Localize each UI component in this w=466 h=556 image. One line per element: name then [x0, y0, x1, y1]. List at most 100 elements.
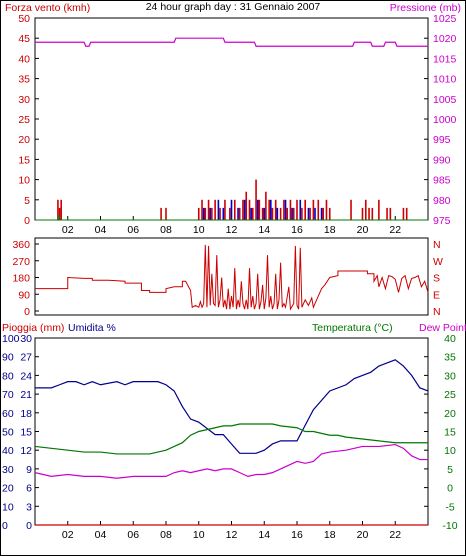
- x-tick-label: 18: [324, 529, 336, 541]
- panel2-series: [35, 244, 429, 311]
- humidity-tick-label: 27: [20, 352, 32, 364]
- x-tick-label: 04: [95, 224, 107, 236]
- humidity-line: [35, 359, 429, 454]
- pressure-tick-label: 995: [433, 134, 451, 146]
- humidity-tick-label: 18: [20, 408, 32, 420]
- pressure-tick-label: 990: [433, 154, 451, 166]
- panel3-series: [34, 359, 429, 526]
- x-tick-label: 16: [291, 529, 303, 541]
- wind-tick-label: 5: [24, 195, 30, 207]
- direction-tick-label: 270: [12, 256, 30, 268]
- x-tick-label: 12: [226, 529, 238, 541]
- pressure-axis-title: Pressione (mb): [390, 2, 461, 14]
- humidity-tick-label: 9: [26, 464, 32, 476]
- pressure-line: [35, 37, 428, 47]
- temperature-tick-label: -5: [445, 501, 454, 513]
- x-tick-label: 18: [324, 224, 336, 236]
- wind-tick-label: 35: [18, 74, 30, 86]
- wind-tick-label: 10: [18, 175, 30, 187]
- x-tick-label: 10: [193, 529, 205, 541]
- temperature-tick-label: 25: [444, 389, 456, 401]
- x-tick-label: 06: [127, 529, 139, 541]
- wind-speed-ticks: 0 5 10 15 20 25 30 35 40 45 50: [18, 13, 39, 227]
- humidity-tick-label: 6: [26, 483, 32, 495]
- rain-tick-label: 40: [2, 445, 14, 457]
- direction-tick-label: 0: [24, 306, 30, 318]
- x-tick-label: 08: [160, 529, 172, 541]
- panel-wind-pressure: [34, 17, 429, 221]
- wind-tick-label: 45: [18, 33, 30, 45]
- humidity-tick-label: 21: [20, 389, 32, 401]
- compass-label: S: [433, 273, 440, 285]
- humidity-tick-label: 0: [26, 520, 32, 532]
- pressure-tick-label: 975: [433, 215, 451, 227]
- humidity-axis-title: Umidita %: [68, 322, 116, 334]
- rain-tick-label: 10: [2, 501, 14, 513]
- wind-tick-label: 0: [24, 215, 30, 227]
- wind-tick-label: 20: [18, 134, 30, 146]
- compass-label: N: [433, 306, 441, 318]
- rain-tick-label: 60: [2, 408, 14, 420]
- rain-tick-label: 0: [2, 520, 8, 532]
- pressure-tick-label: 1025: [433, 13, 457, 25]
- panel-humidity-temperature: [34, 337, 429, 526]
- rain-tick-label: 30: [2, 464, 14, 476]
- pressure-tick-label: 1005: [433, 94, 457, 106]
- dew-point-line: [34, 443, 428, 479]
- pressure-tick-label: 980: [433, 195, 451, 207]
- x-tick-label: 10: [193, 224, 205, 236]
- x-tick-label: 16: [291, 224, 303, 236]
- temperature-tick-label: -10: [442, 520, 457, 532]
- rain-tick-label: 90: [2, 352, 14, 364]
- x-tick-label: 14: [258, 529, 270, 541]
- rain-tick-label: 20: [2, 483, 14, 495]
- temperature-tick-label: 40: [444, 333, 456, 345]
- x-tick-label: 12: [226, 224, 238, 236]
- x-tick-label: 22: [389, 529, 401, 541]
- pressure-tick-label: 1020: [433, 33, 457, 45]
- temperature-tick-label: 20: [444, 408, 456, 420]
- temperature-ticks: -10 -5 0 5 10 15 20 25 30 35 40: [424, 333, 458, 532]
- direction-tick-label: 90: [18, 289, 30, 301]
- x-tick-label: 02: [62, 529, 74, 541]
- temperature-tick-label: 0: [447, 483, 453, 495]
- pressure-tick-label: 985: [433, 175, 451, 187]
- rain-tick-label: 100: [2, 333, 20, 345]
- x-tick-label: 22: [389, 224, 401, 236]
- x-tick-label: 06: [127, 224, 139, 236]
- rain-axis-title: Pioggia (mm): [2, 322, 64, 334]
- wind-tick-label: 25: [18, 114, 30, 126]
- compass-label: E: [433, 289, 440, 301]
- humidity-ticks: 0 3 6 9 12 15 18 21 24 27 30: [20, 333, 32, 532]
- dew-point-axis-title: Dew Point: [419, 322, 466, 334]
- wind-tick-label: 15: [18, 154, 30, 166]
- rain-tick-label: 50: [2, 427, 14, 439]
- humidity-tick-label: 12: [20, 445, 32, 457]
- humidity-tick-label: 30: [20, 333, 32, 345]
- panel3-x-ticks: 02 04 06 08 10 12 14 16 18 20 22: [62, 521, 401, 541]
- temperature-line: [34, 423, 428, 455]
- panel-wind-direction: [34, 237, 429, 316]
- pressure-tick-label: 1015: [433, 53, 457, 65]
- wind-tick-label: 30: [18, 94, 30, 106]
- wind-tick-label: 50: [18, 13, 30, 25]
- wind-axis-title: Forza vento (kmh): [5, 2, 90, 14]
- wind-tick-label: 40: [18, 53, 30, 65]
- temperature-baseline: [35, 215, 428, 221]
- x-tick-label: 14: [258, 224, 270, 236]
- direction-ticks: 0 90 180 270 360: [12, 239, 39, 318]
- temperature-tick-label: 10: [444, 445, 456, 457]
- compass-label: N: [433, 239, 441, 251]
- temperature-tick-label: 35: [444, 352, 456, 364]
- humidity-tick-label: 15: [20, 427, 32, 439]
- temperature-tick-label: 30: [444, 370, 456, 382]
- temperature-tick-label: 15: [444, 427, 456, 439]
- compass-label: W: [433, 256, 443, 268]
- temperature-axis-title: Temperatura (°C): [312, 322, 393, 334]
- rain-tick-label: 70: [2, 389, 14, 401]
- direction-tick-label: 180: [12, 273, 30, 285]
- rain-tick-label: 80: [2, 370, 14, 382]
- direction-tick-label: 360: [12, 239, 30, 251]
